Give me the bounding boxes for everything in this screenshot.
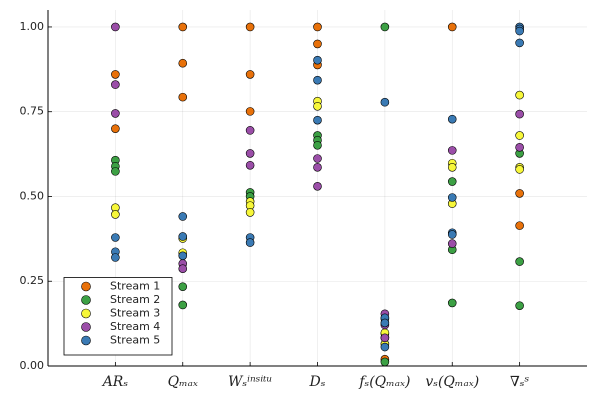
point — [515, 26, 524, 36]
legend-label: Stream 5 — [110, 334, 160, 347]
point — [178, 212, 188, 221]
y-tick-label: 1.00 — [20, 20, 45, 33]
point — [515, 301, 524, 310]
point — [245, 208, 255, 217]
legend-marker — [81, 335, 91, 346]
point — [313, 163, 322, 172]
point — [380, 357, 390, 367]
point — [245, 126, 255, 135]
point — [380, 22, 390, 32]
point — [313, 101, 322, 111]
point — [313, 75, 322, 85]
y-tick-label: 0.00 — [20, 359, 45, 372]
point — [447, 163, 457, 172]
point — [313, 140, 322, 150]
x-tick-label: ∇ₛˢ — [510, 374, 529, 390]
point — [515, 131, 524, 140]
point — [447, 239, 457, 248]
point — [245, 160, 255, 170]
point — [245, 22, 255, 32]
x-tick-label: fₛ(Qₘₐₓ) — [358, 374, 410, 390]
point — [313, 154, 322, 163]
point — [380, 342, 390, 352]
point — [111, 80, 120, 89]
x-tick-label: vₛ(Qₘₐₓ) — [425, 374, 479, 390]
point — [313, 182, 322, 191]
point — [178, 232, 188, 241]
point — [111, 253, 120, 262]
point — [111, 109, 120, 118]
point — [447, 114, 457, 124]
point — [178, 282, 188, 291]
point — [245, 107, 255, 116]
y-tick-label: 0.50 — [20, 189, 45, 202]
point — [111, 210, 120, 219]
legend-box — [63, 277, 173, 356]
point — [515, 189, 524, 198]
point — [178, 92, 188, 102]
point — [447, 146, 457, 155]
legend-label: Stream 2 — [110, 293, 160, 306]
legend-marker — [81, 308, 91, 319]
y-tick-label: 0.75 — [20, 105, 45, 118]
point — [380, 97, 390, 107]
x-tick-label: ARₛ — [101, 374, 129, 390]
point — [111, 124, 120, 133]
legend-marker — [81, 322, 91, 332]
point — [380, 318, 390, 328]
point — [515, 165, 524, 174]
legend-label: Stream 4 — [110, 320, 160, 333]
point — [313, 55, 322, 65]
point — [111, 22, 120, 32]
point — [380, 333, 390, 343]
legend-label: Stream 1 — [110, 280, 160, 293]
point — [111, 70, 120, 79]
point — [515, 109, 524, 119]
point — [245, 70, 255, 79]
point — [447, 193, 457, 202]
point — [515, 257, 524, 266]
point — [515, 90, 524, 100]
point — [447, 177, 457, 186]
x-tick-label: Qₘₐₓ — [168, 374, 198, 390]
point — [313, 22, 322, 32]
point — [178, 251, 188, 261]
legend-label: Stream 3 — [110, 307, 160, 320]
point — [245, 238, 255, 247]
legend-marker — [81, 295, 91, 305]
y-tick-label: 0.25 — [20, 274, 45, 287]
point — [313, 115, 322, 125]
point — [447, 298, 457, 308]
point — [515, 38, 524, 48]
point — [178, 300, 188, 310]
point — [178, 58, 188, 68]
point — [447, 22, 457, 32]
point — [245, 149, 255, 158]
point — [313, 39, 322, 49]
point — [178, 264, 188, 273]
point — [111, 167, 120, 176]
point — [515, 221, 524, 230]
x-tick-label: Dₛ — [309, 374, 326, 390]
point — [447, 230, 457, 239]
legend-marker — [81, 281, 91, 292]
x-tick-label: Wₛⁱⁿˢⁱᵗᵘ — [228, 374, 272, 390]
point — [111, 233, 120, 242]
point — [515, 143, 524, 152]
point — [178, 22, 188, 32]
